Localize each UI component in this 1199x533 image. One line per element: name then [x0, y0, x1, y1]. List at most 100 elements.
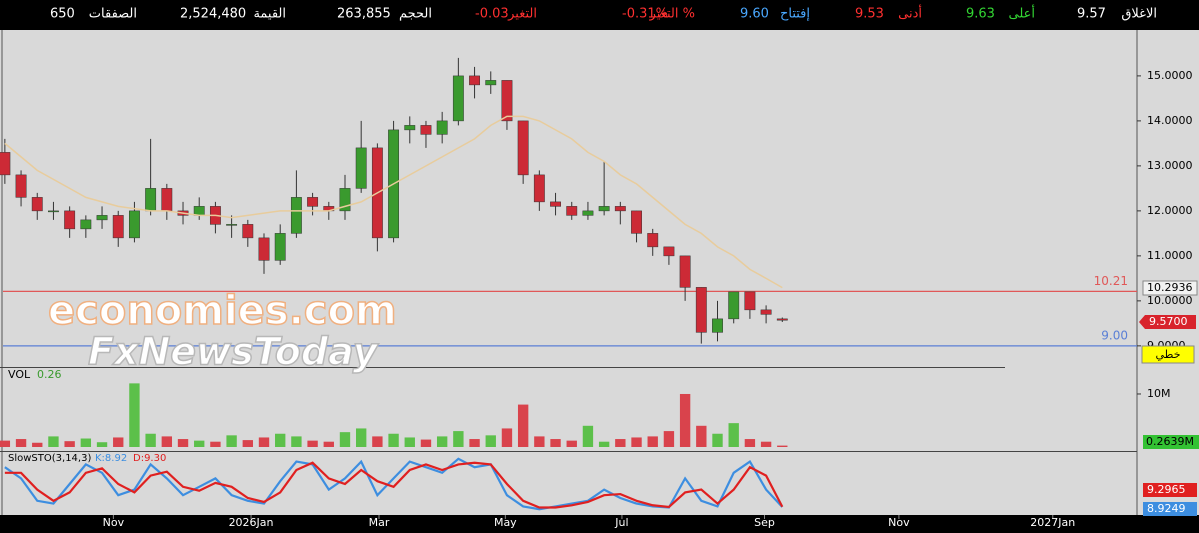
y-tick-label: 12.0000 — [1147, 204, 1193, 217]
candle-body — [469, 75, 480, 86]
volume-bar — [760, 441, 772, 447]
watermark: economies.com FxNewsToday — [47, 287, 397, 374]
stat-value: 9.60 — [740, 7, 769, 22]
volume-bar — [615, 439, 626, 447]
candle-body — [112, 215, 124, 239]
volume-bar — [15, 439, 27, 447]
volume-bar — [566, 440, 577, 447]
y-tick-label: 10M — [1147, 387, 1171, 400]
x-axis-bar — [0, 515, 1199, 533]
level-label: 10.21 — [1094, 274, 1128, 288]
panel-value: 0.26 — [37, 368, 62, 381]
volume-bar — [517, 404, 529, 447]
stat-value: 9.63 — [966, 7, 995, 22]
candle-body — [760, 309, 772, 315]
candle-body — [663, 246, 675, 257]
x-tick-label: May — [494, 516, 517, 529]
volume-bar — [96, 442, 108, 447]
candle-body — [226, 224, 238, 226]
stoch-last-box: 9.2965 — [1147, 483, 1186, 496]
candle-body — [420, 125, 432, 135]
volume-bar — [210, 441, 221, 447]
candle-body — [128, 210, 140, 239]
volume-bar — [64, 441, 75, 447]
stat-label: التغير % — [649, 7, 695, 22]
candle-body — [242, 224, 254, 239]
volume-bar — [48, 436, 59, 447]
volume-bar — [420, 439, 432, 447]
stat-label: أعلى — [1008, 5, 1035, 22]
candle-body — [274, 233, 286, 261]
volume-bar — [0, 440, 11, 447]
candle-body — [339, 188, 351, 212]
candle-body — [631, 210, 642, 234]
candle-body — [614, 206, 626, 212]
stoch-box-bg — [1143, 483, 1197, 497]
x-tick-label: Sep — [754, 516, 775, 529]
candle-body — [258, 237, 270, 261]
candle-body — [48, 210, 59, 213]
candle-body — [452, 75, 464, 122]
stat-label: الاغلاق — [1121, 7, 1157, 22]
level-label: 9.00 — [1101, 328, 1128, 342]
volume-bar — [598, 441, 610, 447]
volume-bar — [485, 435, 496, 447]
header-bar — [0, 0, 1199, 30]
candle-body — [582, 210, 594, 216]
volume-bar — [226, 435, 237, 447]
candle-body — [290, 197, 302, 234]
candle-body — [533, 174, 545, 203]
candle-body — [744, 291, 756, 311]
candle-body — [550, 201, 561, 207]
stat-value: 263,855 — [337, 7, 391, 22]
volume-bar — [275, 433, 286, 447]
moving-average — [4, 115, 783, 289]
volume-bar — [32, 442, 43, 447]
stat-value: 2,524,480 — [180, 7, 246, 22]
candle-body — [485, 80, 497, 86]
volume-bar — [307, 440, 318, 447]
vol-box-bg — [1143, 435, 1199, 449]
volume-bar — [696, 425, 707, 447]
volume-bar — [453, 431, 464, 447]
stoch-box-bg — [1143, 502, 1197, 516]
candle-body — [193, 206, 205, 216]
candle-body — [501, 80, 513, 122]
x-tick-label: Mar — [369, 516, 390, 529]
volume-bar — [323, 441, 334, 447]
candle-body — [64, 210, 76, 230]
stat-label: التغير — [507, 7, 537, 22]
ma-box-bg — [1142, 280, 1198, 296]
volume-bar — [161, 436, 173, 447]
candle-body — [355, 147, 367, 189]
volume-bar — [469, 439, 480, 447]
y-tick-label: 11.0000 — [1147, 249, 1193, 262]
candle-body — [647, 233, 659, 248]
y-tick-label: 14.0000 — [1147, 114, 1193, 127]
candle-body — [161, 188, 173, 212]
candle-body — [96, 215, 108, 221]
candle-body — [436, 120, 448, 135]
volume-bar — [356, 428, 367, 447]
x-tick-label: 2027Jan — [1030, 516, 1075, 529]
volume-bar — [258, 437, 270, 447]
stoch-line — [4, 461, 784, 509]
stoch-line — [4, 457, 784, 511]
x-tick-label: Nov — [888, 516, 910, 529]
volume-bar — [177, 439, 189, 447]
volume-bar — [631, 437, 642, 447]
candle-body — [80, 219, 92, 230]
volume-bar — [388, 433, 399, 447]
volume-bar — [80, 438, 92, 447]
volume-bar — [339, 432, 351, 447]
header-stats: 9.57 الاغلاق 9.63 أعلى 9.53 أدنى 9.60 إفتتاح -0.… — [50, 5, 1157, 22]
volume-bar — [744, 439, 756, 447]
watermark-text: economies.com — [48, 288, 397, 334]
y-tick-label: 15.0000 — [1147, 69, 1193, 82]
stat-label: الصفقات — [89, 7, 137, 22]
volume-bar — [194, 440, 205, 447]
candle-body — [31, 197, 43, 212]
volume-bar — [663, 431, 675, 447]
x-tick-label: Nov — [103, 516, 125, 529]
